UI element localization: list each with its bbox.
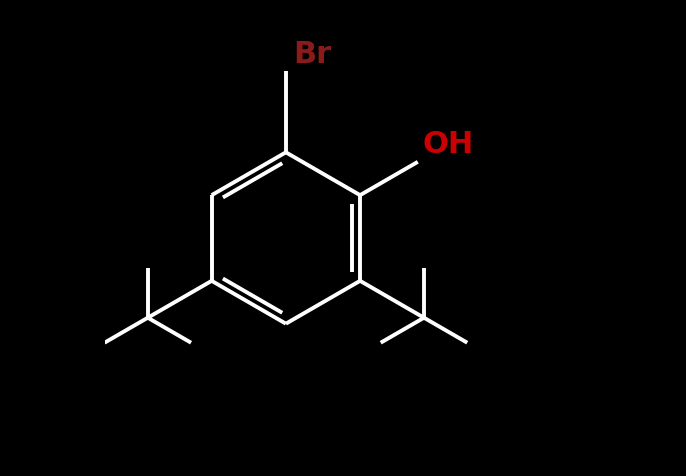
Text: Br: Br [293, 40, 331, 69]
Text: OH: OH [423, 130, 474, 159]
